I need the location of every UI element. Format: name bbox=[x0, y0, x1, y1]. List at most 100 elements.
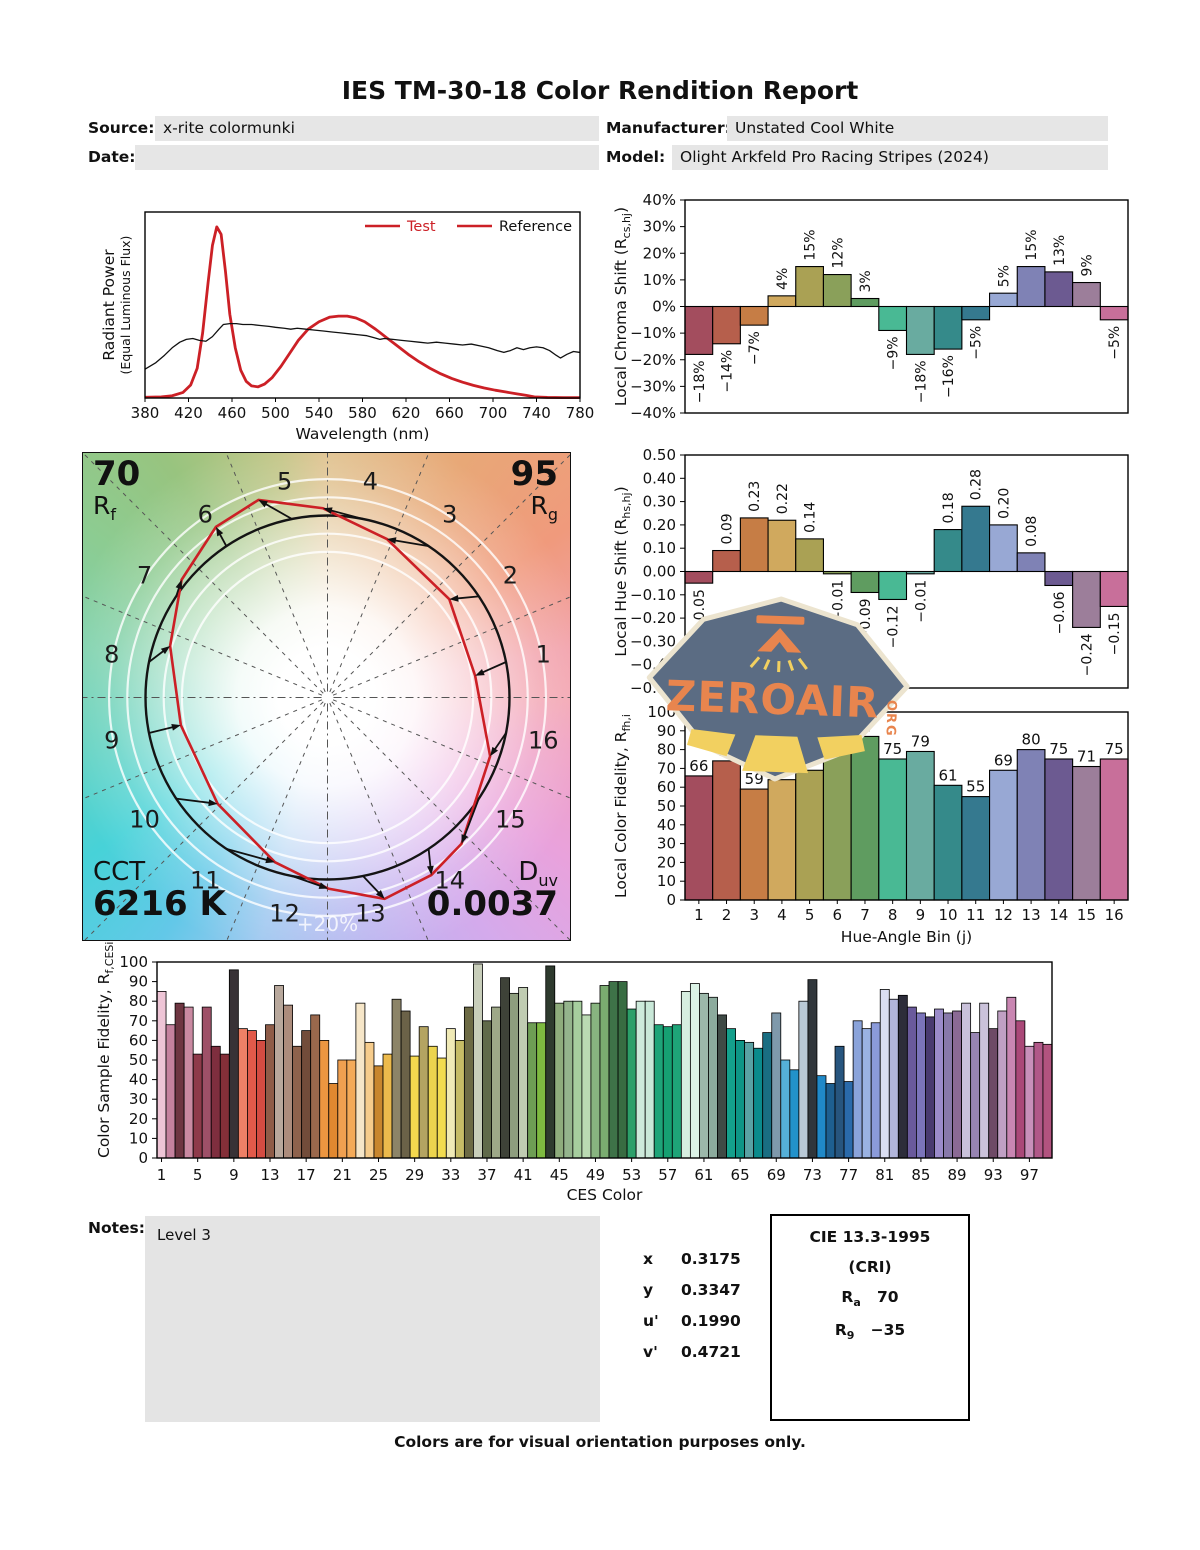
bar bbox=[563, 1000, 574, 1159]
svg-text:11: 11 bbox=[190, 866, 221, 894]
bar bbox=[762, 1032, 773, 1159]
svg-text:380: 380 bbox=[131, 404, 160, 422]
bar bbox=[789, 1069, 800, 1159]
notes-field[interactable]: Level 3 bbox=[145, 1216, 600, 1422]
svg-text:460: 460 bbox=[218, 404, 247, 422]
svg-text:12: 12 bbox=[994, 906, 1013, 924]
watermark-org-text: ORG bbox=[882, 700, 898, 738]
bar bbox=[337, 1059, 348, 1159]
svg-text:80: 80 bbox=[1022, 731, 1041, 749]
svg-text:6: 6 bbox=[833, 906, 843, 924]
svg-text:Hue-Angle Bin (j): Hue-Angle Bin (j) bbox=[841, 928, 972, 946]
svg-text:−5%: −5% bbox=[969, 326, 985, 360]
svg-text:45: 45 bbox=[550, 1166, 569, 1184]
svg-text:75: 75 bbox=[1049, 740, 1068, 758]
bar bbox=[961, 305, 991, 321]
model-field[interactable]: Olight Arkfeld Pro Racing Stripes (2024) bbox=[672, 145, 1108, 170]
bar bbox=[767, 295, 797, 308]
svg-text:1: 1 bbox=[157, 1166, 167, 1184]
svg-text:0.28: 0.28 bbox=[969, 469, 985, 500]
svg-text:73: 73 bbox=[803, 1166, 822, 1184]
svg-text:−0.20: −0.20 bbox=[630, 609, 676, 627]
rg-label: Rg bbox=[530, 491, 558, 524]
bar bbox=[905, 570, 935, 575]
source-value: x-rite colormunki bbox=[163, 119, 295, 137]
footer-note: Colors are for visual orientation purpos… bbox=[394, 1433, 806, 1451]
bar bbox=[684, 305, 714, 355]
svg-text:0.09: 0.09 bbox=[720, 513, 736, 544]
svg-text:−0.15: −0.15 bbox=[1107, 612, 1123, 655]
svg-text:20: 20 bbox=[129, 1110, 148, 1128]
bar bbox=[247, 1030, 257, 1159]
bar bbox=[599, 985, 610, 1159]
bar bbox=[590, 1002, 601, 1159]
bar bbox=[989, 769, 1018, 901]
bar bbox=[739, 517, 769, 573]
svg-text:2: 2 bbox=[503, 561, 518, 589]
date-field[interactable] bbox=[135, 145, 599, 170]
svg-text:15%: 15% bbox=[803, 229, 819, 260]
bar bbox=[1044, 758, 1074, 901]
svg-text:3: 3 bbox=[442, 501, 457, 529]
svg-text:15%: 15% bbox=[1024, 229, 1040, 260]
bar bbox=[816, 1075, 827, 1159]
bar bbox=[219, 1053, 230, 1159]
svg-text:8: 8 bbox=[104, 641, 119, 669]
svg-text:37: 37 bbox=[477, 1166, 496, 1184]
spd-series-reference bbox=[144, 322, 581, 370]
manufacturer-field[interactable]: Unstated Cool White bbox=[727, 116, 1108, 141]
svg-text:420: 420 bbox=[174, 404, 203, 422]
svg-text:540: 540 bbox=[305, 404, 334, 422]
bar bbox=[861, 1028, 872, 1159]
local-hue-shift-chart: 0.50 0.40 0.30 0.20 0.10 0.00 −0.10 −0.20 −0.30 −… bbox=[630, 446, 1129, 697]
svg-text:33: 33 bbox=[441, 1166, 460, 1184]
bar bbox=[382, 1053, 393, 1159]
bar bbox=[684, 570, 714, 584]
bar bbox=[581, 1014, 592, 1159]
ra-row: Ra 70 bbox=[841, 1288, 899, 1310]
bar bbox=[454, 1040, 465, 1159]
bar bbox=[699, 992, 709, 1159]
bar bbox=[635, 1000, 646, 1159]
svg-text:0.40: 0.40 bbox=[643, 469, 676, 487]
source-field[interactable]: x-rite colormunki bbox=[155, 116, 599, 141]
source-label: Source: bbox=[88, 119, 155, 137]
svg-text:90: 90 bbox=[657, 722, 676, 740]
svg-text:−9%: −9% bbox=[886, 336, 902, 370]
bar bbox=[878, 758, 908, 901]
bar bbox=[933, 305, 963, 350]
bar bbox=[527, 1022, 538, 1159]
svg-text:75: 75 bbox=[883, 740, 902, 758]
svg-text:9: 9 bbox=[916, 906, 926, 924]
svg-text:61: 61 bbox=[938, 766, 957, 784]
bar bbox=[852, 1020, 863, 1159]
svg-text:Reference: Reference bbox=[499, 219, 572, 235]
bar bbox=[767, 519, 797, 573]
bar bbox=[1099, 305, 1129, 321]
bar bbox=[878, 305, 908, 332]
local-color-fidelity-chart: 1009080706050403020100667459646981877579… bbox=[647, 703, 1129, 946]
bar bbox=[373, 1065, 384, 1159]
bar bbox=[328, 1083, 339, 1159]
bar bbox=[319, 1040, 330, 1159]
svg-text:−18%: −18% bbox=[913, 360, 929, 403]
svg-text:580: 580 bbox=[348, 404, 377, 422]
svg-text:90: 90 bbox=[129, 973, 148, 991]
svg-text:14: 14 bbox=[1049, 906, 1068, 924]
svg-text:0.14: 0.14 bbox=[803, 502, 819, 533]
svg-text:13: 13 bbox=[260, 1166, 279, 1184]
svg-text:61: 61 bbox=[694, 1166, 713, 1184]
bar bbox=[165, 1024, 176, 1159]
bar bbox=[979, 1002, 990, 1159]
svg-text:85: 85 bbox=[911, 1166, 930, 1184]
manufacturer-label: Manufacturer: bbox=[606, 119, 731, 137]
spd-series-test bbox=[144, 225, 580, 400]
bar bbox=[739, 788, 769, 901]
bar bbox=[210, 1045, 221, 1159]
svg-text:16: 16 bbox=[1105, 906, 1124, 924]
bar bbox=[712, 760, 741, 901]
svg-text:49: 49 bbox=[586, 1166, 605, 1184]
svg-text:55: 55 bbox=[966, 778, 985, 796]
svg-text:57: 57 bbox=[658, 1166, 677, 1184]
